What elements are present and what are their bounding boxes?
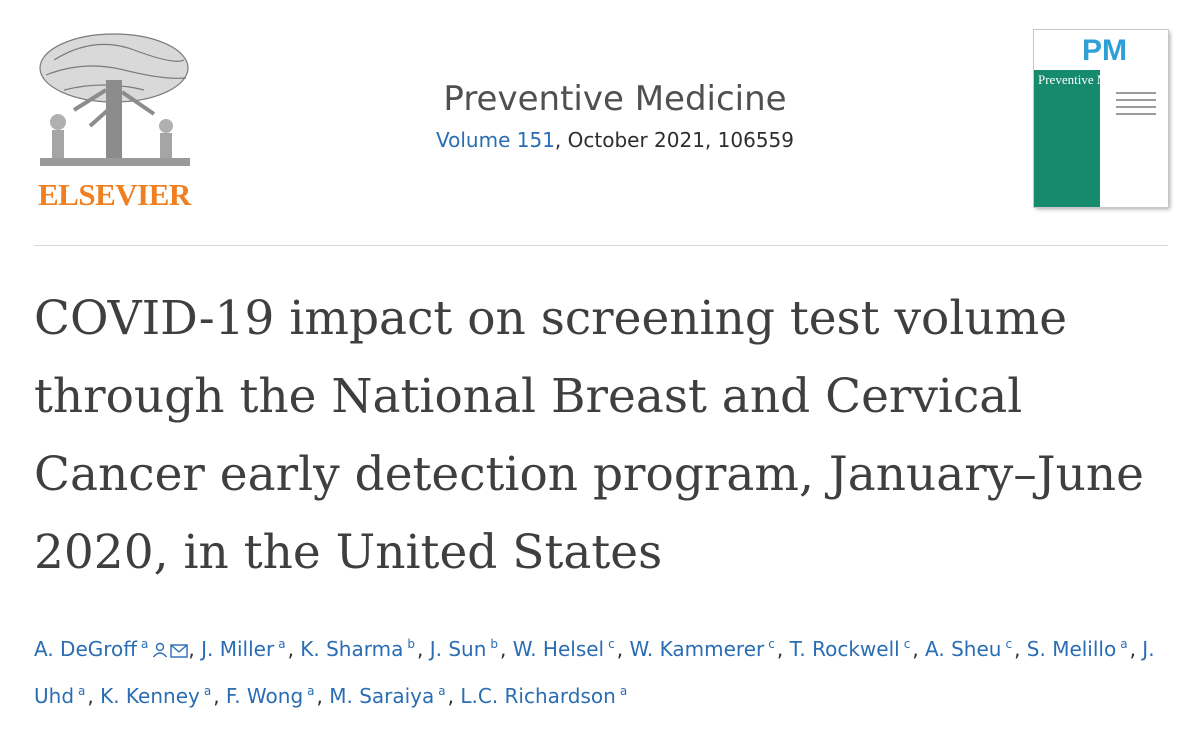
- author-name[interactable]: J. Sun: [429, 637, 487, 661]
- affiliation-marker[interactable]: a: [619, 684, 628, 698]
- author-name[interactable]: A. DeGroff: [34, 637, 138, 661]
- author-item: L.C. Richardson a: [460, 684, 629, 708]
- author-name[interactable]: K. Kenney: [100, 684, 200, 708]
- affiliation-marker[interactable]: b: [490, 637, 498, 651]
- affiliation-marker[interactable]: a: [203, 684, 212, 698]
- author-name[interactable]: S. Melillo: [1026, 637, 1117, 661]
- author-item: T. Rockwell c: [790, 637, 913, 661]
- issue-info: Volume 151, October 2021, 106559: [300, 128, 930, 152]
- journal-header: Preventive Medicine Volume 151, October …: [300, 74, 930, 152]
- author-item: K. Sharma b: [300, 637, 417, 661]
- author-name[interactable]: L.C. Richardson: [460, 684, 616, 708]
- cover-monogram: PM: [1082, 34, 1127, 67]
- publisher-name: ELSEVIER: [38, 177, 191, 212]
- cover-title: Preventive Medicine: [1038, 72, 1146, 87]
- author-item: J. Uhd a: [34, 637, 1155, 708]
- elsevier-logo[interactable]: ELSEVIER: [34, 30, 194, 212]
- affiliation-marker[interactable]: a: [307, 684, 315, 698]
- author-name[interactable]: T. Rockwell: [789, 637, 900, 661]
- affiliation-marker[interactable]: a: [141, 637, 149, 651]
- affiliation-marker[interactable]: c: [768, 637, 775, 651]
- affiliation-marker[interactable]: a: [438, 684, 446, 698]
- author-name[interactable]: W. Kammerer: [629, 637, 765, 661]
- author-item: J. Sun b: [430, 637, 500, 661]
- article-title: COVID-19 impact on screening test volume…: [34, 291, 1144, 580]
- journal-cover[interactable]: PM Preventive Medicine: [1033, 29, 1169, 208]
- person-icon[interactable]: [152, 631, 168, 671]
- cover-green-panel: [1034, 70, 1100, 207]
- author-item: M. Saraiya a: [329, 684, 447, 708]
- tree-icon: [39, 33, 190, 166]
- volume-link[interactable]: Volume 151: [436, 128, 555, 152]
- author-name[interactable]: K. Sharma: [300, 637, 404, 661]
- author-list: A. DeGroff a, J. Miller a, K. Sharma b, J. …: [34, 624, 1168, 716]
- author-item: A. Sheu c: [925, 637, 1014, 661]
- header-divider: [34, 245, 1168, 246]
- author-name[interactable]: F. Wong: [225, 684, 304, 708]
- affiliation-marker[interactable]: a: [278, 637, 286, 651]
- author-name[interactable]: A. Sheu: [925, 637, 1002, 661]
- cover-text-lines: [1116, 92, 1156, 120]
- author-item: A. DeGroff a: [34, 637, 189, 661]
- author-item: K. Kenney a: [100, 684, 213, 708]
- affiliation-marker[interactable]: c: [1005, 637, 1013, 651]
- affiliation-marker[interactable]: a: [78, 684, 86, 698]
- author-item: W. Kammerer c: [629, 637, 776, 661]
- author-item: J. Miller a: [201, 637, 287, 661]
- journal-title[interactable]: Preventive Medicine: [443, 79, 787, 119]
- author-item: W. Helsel c: [513, 637, 617, 661]
- author-name[interactable]: W. Helsel: [512, 637, 605, 661]
- author-item: F. Wong a: [226, 684, 317, 708]
- issue-details: , October 2021, 106559: [554, 128, 794, 152]
- envelope-icon[interactable]: [170, 631, 189, 671]
- author-name[interactable]: J. Miller: [201, 637, 275, 661]
- affiliation-marker[interactable]: c: [608, 637, 615, 651]
- affiliation-marker[interactable]: c: [903, 637, 911, 651]
- author-name[interactable]: J. Uhd: [34, 637, 1155, 708]
- affiliation-marker[interactable]: b: [407, 637, 415, 651]
- author-name[interactable]: M. Saraiya: [329, 684, 435, 708]
- affiliation-marker[interactable]: a: [1120, 637, 1128, 651]
- cover-header: [1034, 30, 1168, 70]
- author-item: S. Melillo a: [1027, 637, 1130, 661]
